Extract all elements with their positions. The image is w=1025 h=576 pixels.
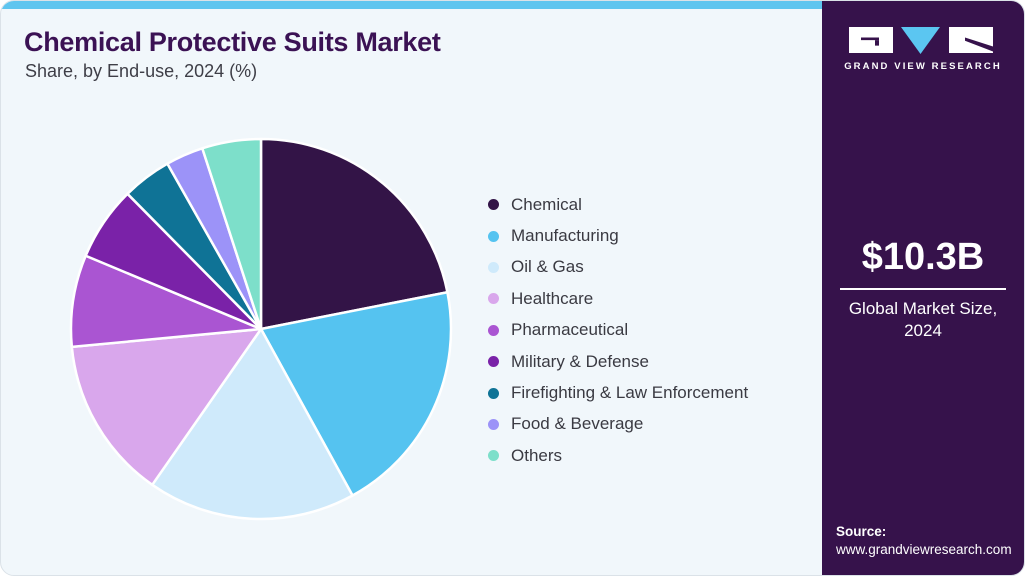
legend-item-firefighting-law-enforcement: Firefighting & Law Enforcement: [488, 377, 748, 408]
legend-swatch-icon: [488, 418, 499, 430]
page-title: Chemical Protective Suits Market: [24, 27, 441, 57]
legend-label: Oil & Gas: [511, 257, 584, 277]
pie-chart: [69, 137, 453, 521]
legend-label: Healthcare: [511, 288, 594, 308]
logo-wordmark: GRAND VIEW RESEARCH: [844, 61, 1002, 72]
legend-swatch-icon: [488, 293, 499, 305]
pie-slice-oil-gas: [150, 327, 354, 521]
legend-item-oil-gas: Oil & Gas: [488, 252, 748, 283]
legend-swatch-icon: [488, 450, 499, 462]
legend-swatch-icon: [488, 356, 499, 368]
market-size-block: $10.3B Global Market Size, 2024: [822, 236, 1024, 342]
market-size-label-line2: 2024: [904, 320, 942, 340]
legend-item-others: Others: [488, 440, 748, 471]
legend-label: Others: [511, 445, 563, 465]
market-size-label-line1: Global Market Size,: [848, 298, 998, 318]
legend-label: Food & Beverage: [511, 414, 644, 434]
legend-label: Manufacturing: [511, 226, 619, 246]
legend: Chemical Manufacturing Oil & Gas Healthcare…: [488, 189, 748, 472]
legend-swatch-icon: [488, 261, 499, 273]
market-size-value: $10.3B: [861, 236, 985, 278]
source-label: Source:: [836, 523, 887, 539]
legend-item-pharmaceutical: Pharmaceutical: [488, 315, 748, 346]
legend-swatch-icon: [488, 387, 499, 399]
accent-strip: [1, 1, 824, 9]
pie-slice-pharmaceutical: [69, 254, 263, 349]
legend-swatch-icon: [488, 324, 499, 336]
source-url: www.grandviewresearch.com: [836, 541, 1012, 557]
sidebar: GRAND VIEW RESEARCH $10.3B Global Market…: [822, 1, 1024, 575]
legend-swatch-icon: [488, 199, 499, 211]
legend-swatch-icon: [488, 230, 499, 242]
pie-slice-chemical: [259, 137, 449, 331]
legend-item-food-beverage: Food & Beverage: [488, 409, 748, 440]
gvr-logo-icon: [849, 27, 993, 54]
page-subtitle: Share, by End-use, 2024 (%): [25, 61, 258, 81]
legend-item-manufacturing: Manufacturing: [488, 220, 748, 251]
source-block: Source: www.grandviewresearch.com: [836, 523, 1012, 559]
pie-slice-healthcare: [70, 327, 263, 487]
market-size-label: Global Market Size, 2024: [822, 298, 1024, 342]
legend-label: Chemical: [511, 194, 582, 214]
pie-slice-manufacturing: [259, 290, 453, 497]
market-size-divider: [840, 287, 1006, 290]
legend-label: Military & Defense: [511, 351, 649, 371]
pie-slice-others: [201, 137, 263, 331]
legend-item-healthcare: Healthcare: [488, 283, 748, 314]
grand-view-research-logo: GRAND VIEW RESEARCH: [822, 25, 1024, 72]
legend-item-military-defense: Military & Defense: [488, 346, 748, 377]
legend-label: Firefighting & Law Enforcement: [511, 383, 749, 403]
legend-label: Pharmaceutical: [511, 320, 629, 340]
legend-item-chemical: Chemical: [488, 189, 748, 220]
